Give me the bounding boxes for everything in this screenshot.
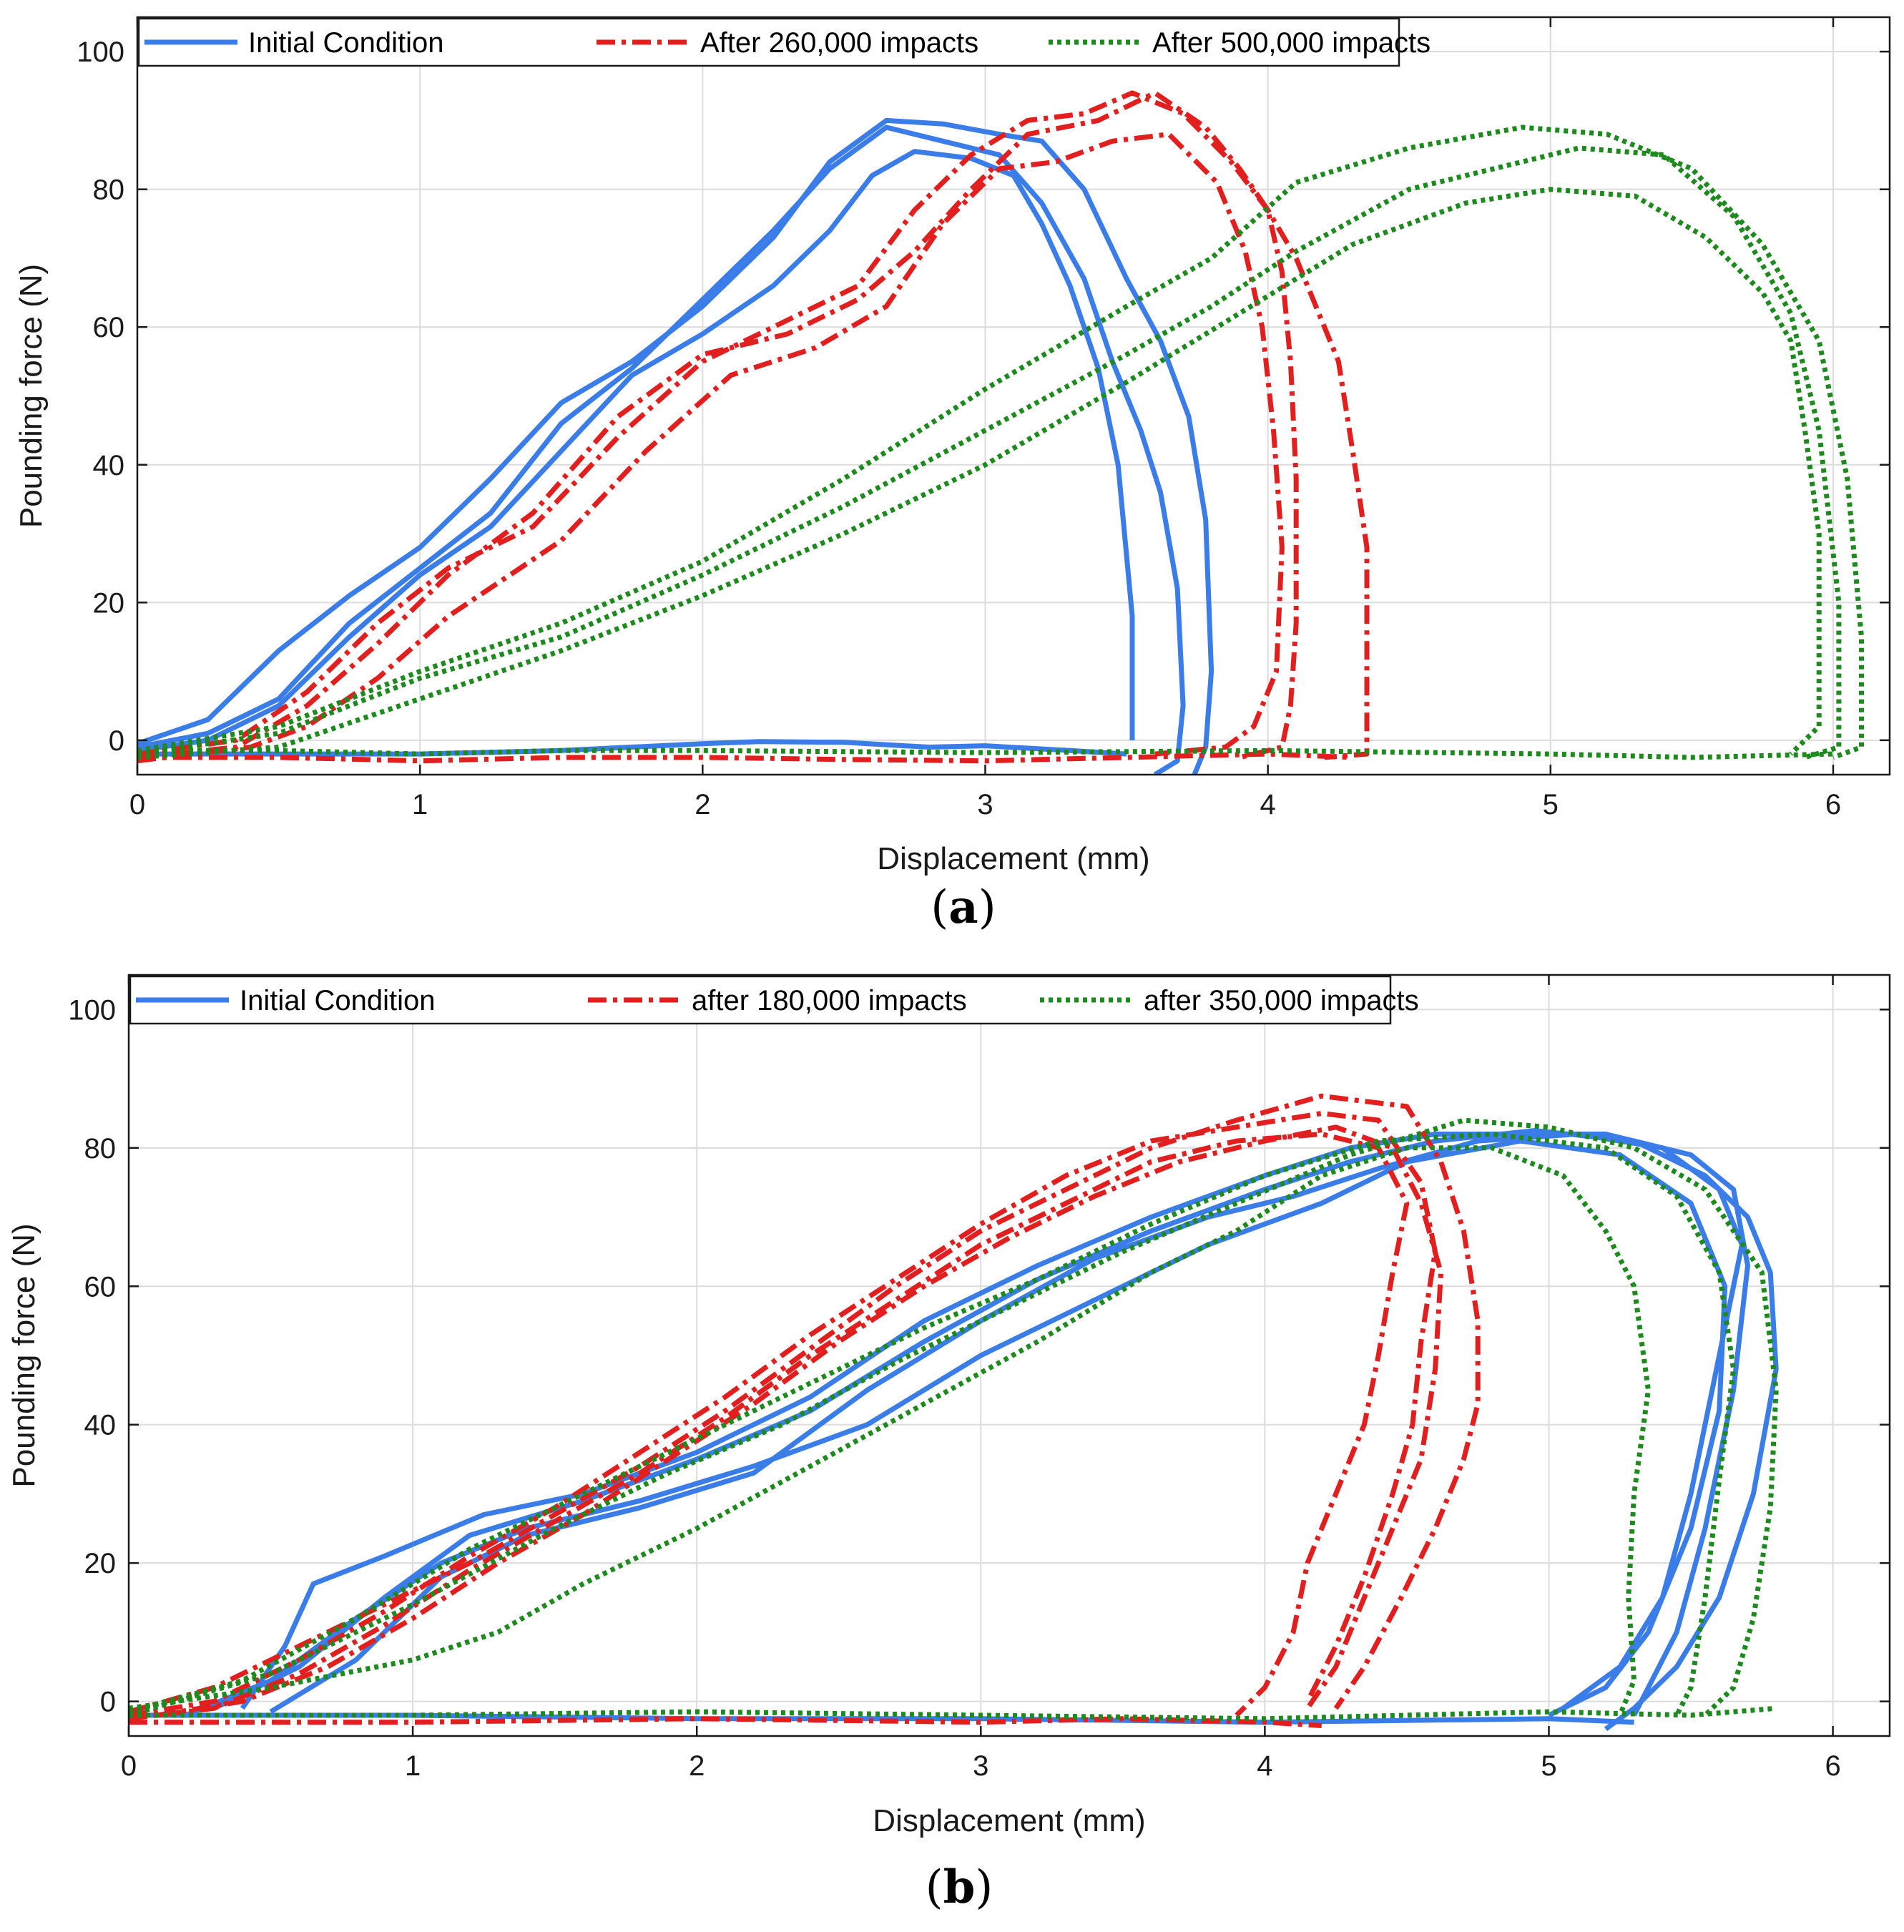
series-line [137, 117, 1214, 775]
x-tick-label: 6 [1825, 1750, 1840, 1782]
panel-label-open: ( [931, 881, 948, 934]
plot-frame [127, 974, 1891, 1737]
series-line [137, 90, 1299, 760]
x-tick-label: 3 [973, 1750, 988, 1782]
y-tick-label: 80 [93, 175, 125, 206]
y-tick-label: 60 [93, 312, 125, 343]
x-tick-label: 2 [695, 789, 710, 820]
y-axis-label: Pounding force (N) [6, 1223, 41, 1487]
x-tick-label: 1 [412, 789, 428, 820]
series-line [129, 1111, 1438, 1718]
series-line [129, 1132, 1737, 1717]
x-tick-label: 1 [405, 1750, 421, 1782]
y-tick-label: 100 [68, 994, 116, 1026]
x-axis-label: Displacement (mm) [877, 841, 1149, 876]
series-1 [137, 117, 1214, 775]
x-tick-label: 4 [1260, 789, 1276, 820]
legend-box [129, 975, 1392, 1025]
y-tick-label: 0 [109, 725, 124, 757]
series-3 [129, 1117, 1779, 1722]
legend-label: Initial Condition [248, 27, 444, 59]
plot-area [129, 975, 1890, 1736]
series-line [269, 1132, 1744, 1715]
x-tick-label: 3 [977, 789, 993, 820]
series-2 [129, 1093, 1481, 1728]
panel-label-letter: b [943, 1860, 976, 1914]
series-line [137, 124, 1864, 760]
series-line [137, 145, 1842, 760]
legend: Initial Condition after 180,000 impacts af… [129, 975, 1419, 1025]
chart-panel-b: 0 1 2 3 4 5 6 0 20 40 60 80 100 Displacement (mm) P… [6, 974, 1891, 1914]
series-line [137, 90, 1370, 760]
series-line [137, 187, 1822, 760]
series-line [240, 1132, 1750, 1717]
x-tick-label: 4 [1257, 1750, 1272, 1782]
y-tick-labels: 0 20 40 60 80 100 [77, 36, 124, 757]
series-line [137, 124, 1186, 775]
series-line [137, 751, 1353, 764]
panel-label-letter: a [948, 881, 978, 934]
x-tick-label: 6 [1825, 789, 1841, 820]
y-tick-label: 100 [77, 36, 124, 68]
plot-area [137, 17, 1890, 775]
series-3 [137, 124, 1864, 760]
y-tick-labels: 0 20 40 60 80 100 [68, 994, 116, 1717]
series-line [129, 1093, 1481, 1715]
series-line [129, 1117, 1779, 1718]
y-tick-label: 0 [100, 1687, 116, 1718]
x-tick-label: 5 [1543, 789, 1559, 820]
grid-lines [137, 17, 1890, 775]
y-tick-label: 40 [93, 450, 125, 481]
plot-frame [136, 16, 1891, 776]
chart-panel-a: 0 1 2 3 4 5 6 0 20 40 60 80 100 Displacement (mm) P… [14, 16, 1891, 934]
series-line [137, 747, 1834, 760]
legend-label: after 350,000 impacts [1144, 985, 1419, 1016]
panel-label-close: ) [975, 1861, 993, 1914]
x-tick-labels: 0 1 2 3 4 5 6 [129, 789, 1841, 820]
series-line [157, 1124, 1444, 1718]
x-axis-label: Displacement (mm) [873, 1803, 1145, 1838]
x-tick-label: 5 [1541, 1750, 1556, 1782]
y-tick-label: 80 [84, 1133, 117, 1164]
series-line [129, 1716, 1323, 1728]
x-tick-label: 0 [129, 789, 145, 820]
series-line [137, 132, 1285, 764]
y-tick-label: 20 [84, 1548, 117, 1579]
panel-label: (b) [926, 1860, 993, 1914]
y-tick-label: 40 [84, 1410, 117, 1441]
legend-label: after 180,000 impacts [692, 985, 967, 1016]
panel-label: (a) [931, 881, 996, 934]
y-tick-label: 20 [93, 587, 125, 619]
y-axis-label: Pounding force (N) [14, 264, 49, 528]
x-tick-label: 2 [689, 1750, 705, 1782]
data-series [129, 1093, 1779, 1732]
legend-label: After 260,000 impacts [700, 27, 978, 59]
panel-label-open: ( [926, 1861, 943, 1914]
legend-box [137, 17, 1400, 67]
legend-label: Initial Condition [240, 985, 436, 1016]
x-tick-labels: 0 1 2 3 4 5 6 [121, 1750, 1841, 1782]
x-tick-label: 0 [121, 1750, 137, 1782]
legend: Initial Condition After 260,000 impacts Af… [137, 17, 1431, 67]
series-line [137, 149, 1135, 753]
y-tick-label: 60 [84, 1271, 117, 1303]
legend-label: After 500,000 impacts [1152, 27, 1431, 59]
series-2 [137, 90, 1370, 764]
panel-label-close: ) [978, 881, 996, 934]
series-line [129, 1705, 1777, 1722]
data-series [137, 90, 1864, 775]
series-line [129, 1132, 1410, 1722]
